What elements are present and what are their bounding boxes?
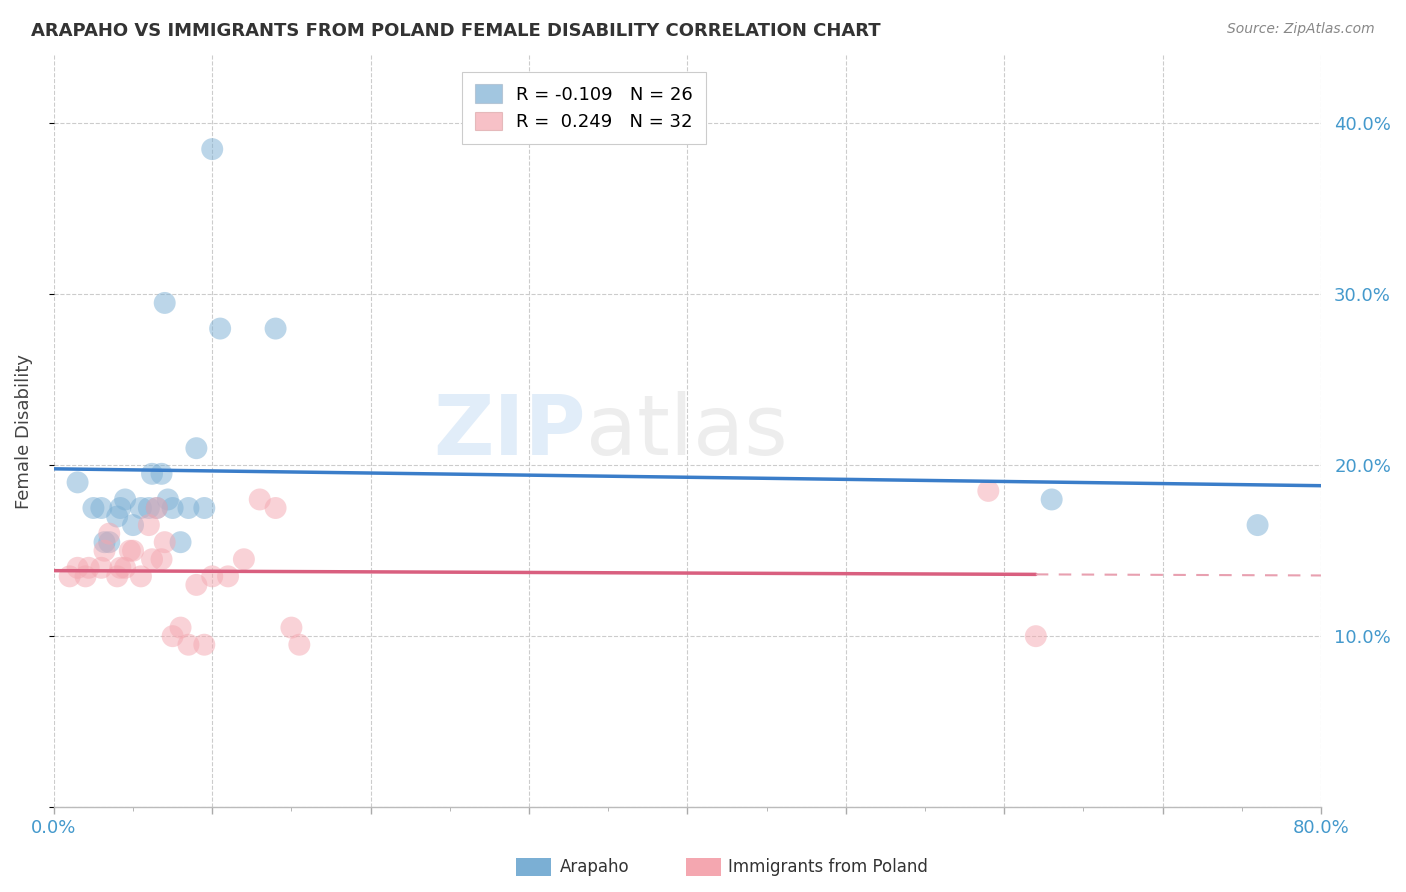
Point [193, 638, 215, 652]
Point [201, 569, 224, 583]
Point [186, 441, 208, 455]
Point [118, 543, 141, 558]
Point [93, 543, 115, 558]
Point [1025, 629, 1047, 643]
Point [93, 535, 115, 549]
Point [114, 492, 136, 507]
Point [105, 569, 128, 583]
Point [288, 638, 311, 652]
Point [1040, 492, 1063, 507]
Point [280, 621, 302, 635]
Point [209, 321, 232, 335]
Point [162, 501, 184, 516]
Point [977, 483, 1000, 498]
Point [264, 501, 287, 516]
Point [169, 621, 191, 635]
Y-axis label: Female Disability: Female Disability [15, 353, 32, 508]
Point [66, 475, 89, 490]
Point [59, 569, 82, 583]
Text: Arapaho: Arapaho [560, 858, 630, 876]
Point [122, 543, 145, 558]
Point [156, 492, 179, 507]
Point [153, 535, 176, 549]
Point [122, 518, 145, 533]
Point [1246, 518, 1268, 533]
Point [217, 569, 239, 583]
Point [193, 501, 215, 516]
Point [82, 501, 104, 516]
Point [105, 509, 128, 524]
Point [146, 501, 169, 516]
Point [153, 296, 176, 310]
Point [129, 501, 152, 516]
Text: atlas: atlas [586, 391, 787, 472]
Text: ARAPAHO VS IMMIGRANTS FROM POLAND FEMALE DISABILITY CORRELATION CHART: ARAPAHO VS IMMIGRANTS FROM POLAND FEMALE… [31, 22, 880, 40]
Point [249, 492, 271, 507]
Point [138, 501, 160, 516]
Point [162, 629, 184, 643]
Point [146, 501, 169, 516]
Point [138, 518, 160, 533]
Point [150, 467, 173, 481]
Legend: R = -0.109   N = 26, R =  0.249   N = 32: R = -0.109 N = 26, R = 0.249 N = 32 [463, 71, 706, 144]
Point [141, 467, 163, 481]
Text: ZIP: ZIP [433, 391, 586, 472]
Point [98, 526, 121, 541]
Point [66, 561, 89, 575]
Point [110, 561, 132, 575]
Point [110, 501, 132, 516]
Point [129, 569, 152, 583]
Point [186, 578, 208, 592]
Point [75, 569, 97, 583]
Point [264, 321, 287, 335]
Point [232, 552, 254, 566]
Point [98, 535, 121, 549]
Point [90, 501, 112, 516]
Text: Source: ZipAtlas.com: Source: ZipAtlas.com [1227, 22, 1375, 37]
Point [177, 638, 200, 652]
Point [177, 501, 200, 516]
Point [150, 552, 173, 566]
Point [201, 142, 224, 156]
Text: Immigrants from Poland: Immigrants from Poland [728, 858, 928, 876]
Point [114, 561, 136, 575]
Point [90, 561, 112, 575]
Point [141, 552, 163, 566]
Point [169, 535, 191, 549]
Point [77, 561, 100, 575]
